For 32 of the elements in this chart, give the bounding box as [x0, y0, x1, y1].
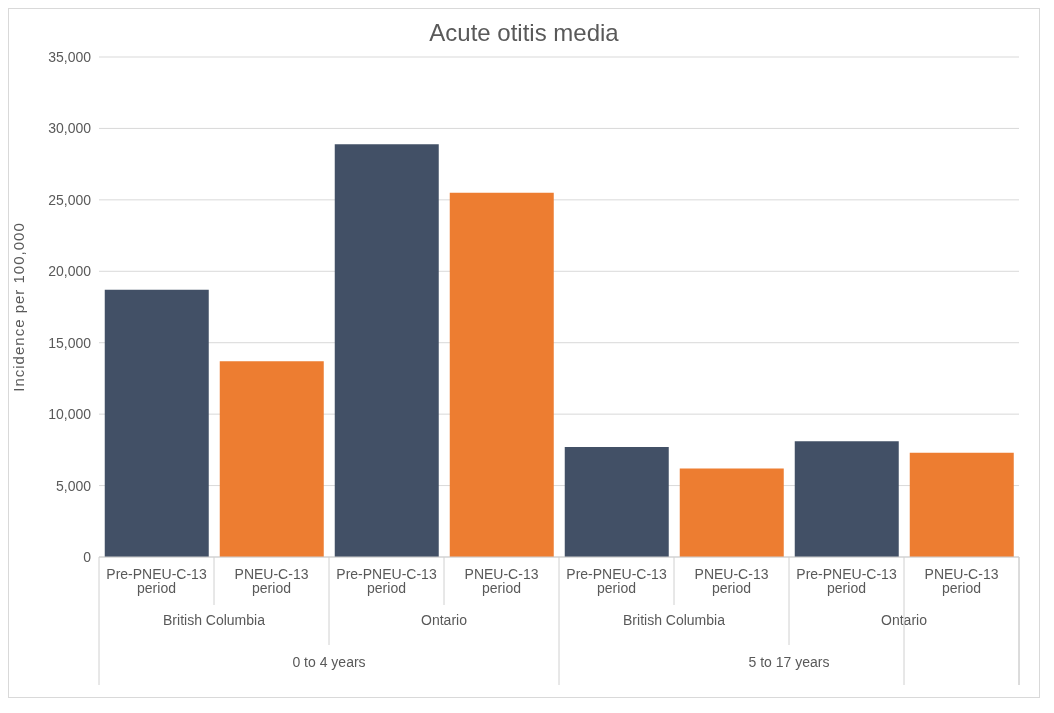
- text: British Columbia: [623, 612, 726, 628]
- x-tick-label: PNEU-C-13 period: [694, 565, 769, 596]
- y-tick-label: 30,000: [48, 120, 92, 137]
- y-axis-title: Incidence per 100,000: [10, 222, 28, 392]
- bar: [104, 289, 209, 557]
- text: Ontario: [881, 612, 928, 628]
- y-tick-label: 35,000: [48, 48, 92, 65]
- x-tick-label: PNEU-C-13 period: [464, 565, 539, 596]
- bar: [334, 144, 439, 557]
- y-tick-label: 10,000: [48, 406, 92, 423]
- x-tick-label: Pre-PNEU-C-13 period: [106, 565, 207, 596]
- bar: [449, 192, 554, 557]
- y-tick-label: 20,000: [48, 263, 92, 280]
- bar: [679, 468, 784, 557]
- x-tick-label: Pre-PNEU-C-13 period: [566, 565, 667, 596]
- y-tick-label: 15,000: [48, 334, 92, 351]
- bar: [219, 361, 324, 557]
- y-tick-label: 0: [83, 548, 92, 565]
- bar: [909, 452, 1014, 557]
- text: 0 to 4 years: [292, 654, 366, 670]
- text: British Columbia: [163, 612, 266, 628]
- x-tick-label: PNEU-C-13 period: [234, 565, 309, 596]
- bar: [794, 441, 899, 557]
- x-tick-label: Pre-PNEU-C-13 period: [796, 565, 897, 596]
- bar: [564, 447, 669, 557]
- chart-title: Acute otitis media: [428, 18, 620, 47]
- x-tick-label: Pre-PNEU-C-13 period: [336, 565, 437, 596]
- y-tick-label: 25,000: [48, 191, 92, 208]
- text: Ontario: [421, 612, 468, 628]
- y-tick-label: 5,000: [55, 477, 92, 494]
- text: 5 to 17 years: [748, 654, 830, 670]
- x-tick-label: PNEU-C-13 period: [924, 565, 999, 596]
